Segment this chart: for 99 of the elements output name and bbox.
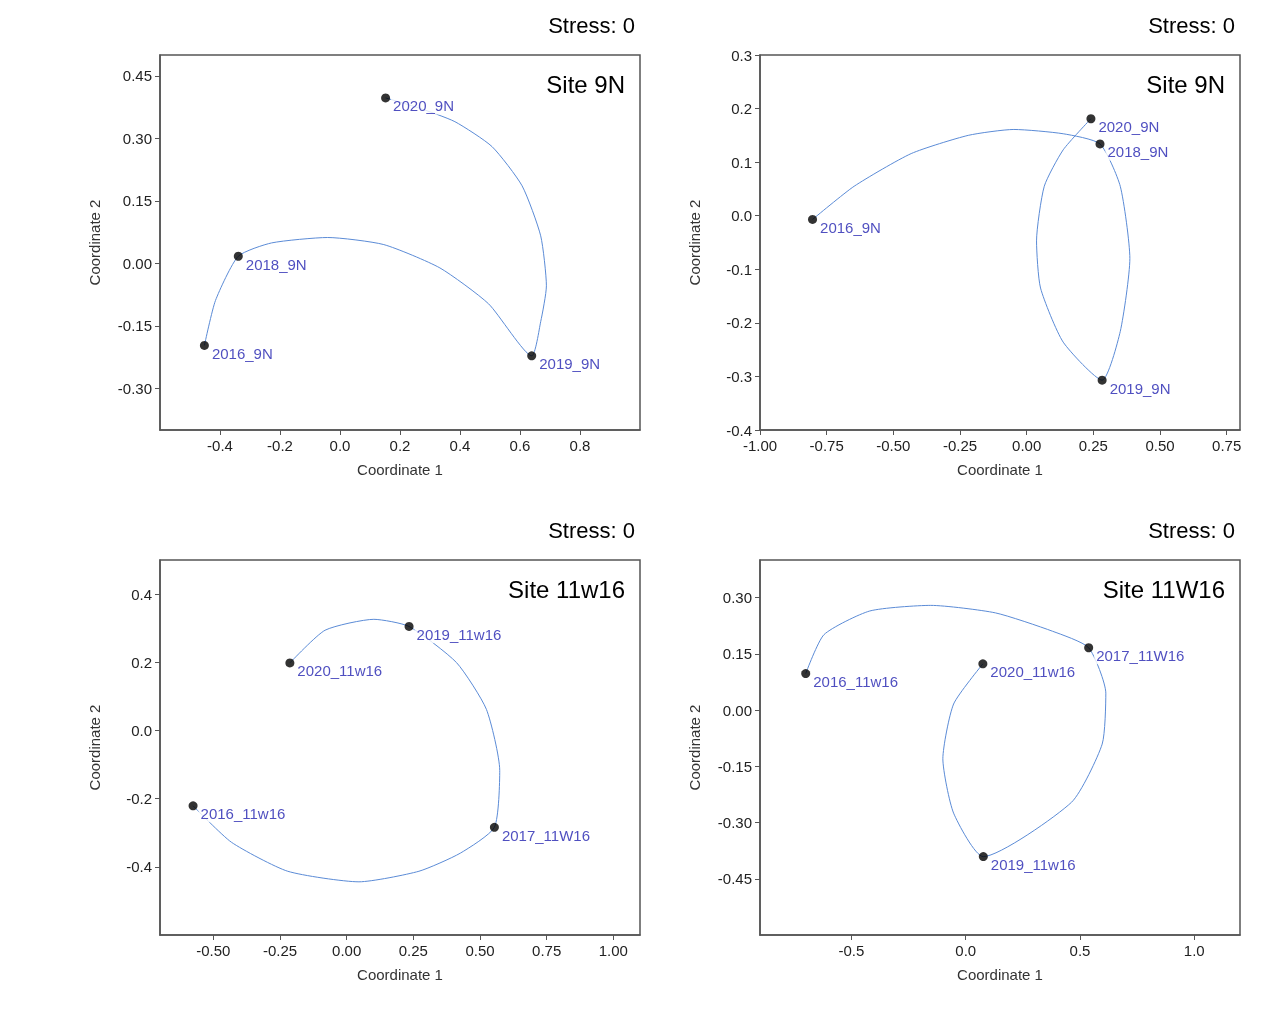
point xyxy=(381,93,391,103)
point xyxy=(1084,643,1094,653)
point xyxy=(978,852,988,862)
x-axis-title: Coordinate 1 xyxy=(957,461,1043,478)
y-tick-label: -0.3 xyxy=(726,367,752,385)
y-axis-title: Coordinate 2 xyxy=(86,199,103,286)
y-tick-label: 0.2 xyxy=(131,653,152,671)
y-tick-label: 0.1 xyxy=(731,153,752,171)
y-tick-label: 0.00 xyxy=(722,701,752,719)
data-label: 2018_9N xyxy=(1107,143,1169,161)
x-tick-label: -0.50 xyxy=(876,437,911,454)
y-tick-label: 0.3 xyxy=(731,46,752,64)
chart-title: Stress: 0 xyxy=(548,12,635,38)
x-tick-label: 0.25 xyxy=(1078,437,1108,454)
y-axis-title: Coordinate 2 xyxy=(686,199,703,286)
point xyxy=(489,822,499,832)
y-axis-title: Coordinate 2 xyxy=(86,704,103,791)
data-label: 2019_11w16 xyxy=(416,625,502,643)
y-tick-label: -0.1 xyxy=(726,260,752,278)
x-tick-label: 1.00 xyxy=(598,942,628,959)
text: Site 9N xyxy=(546,70,625,98)
point xyxy=(801,669,811,679)
y-tick-label: -0.15 xyxy=(717,757,752,775)
chart-title: Stress: 0 xyxy=(1148,517,1235,543)
x-tick-label: 0.6 xyxy=(509,437,531,454)
point xyxy=(233,251,243,261)
x-tick-label: 0.0 xyxy=(955,942,977,959)
y-tick-label: -0.15 xyxy=(117,317,152,335)
x-tick-label: -0.75 xyxy=(809,437,844,454)
x-tick-label: 1.0 xyxy=(1183,942,1205,959)
y-tick-label: 0.30 xyxy=(722,589,752,606)
y-tick-label: 0.0 xyxy=(731,207,752,225)
y-tick-label: 0.0 xyxy=(131,721,152,739)
data-label: 2016_9N xyxy=(211,344,273,362)
data-label: 2019_11w16 xyxy=(990,856,1076,874)
data-label: 2017_11W16 xyxy=(501,826,591,844)
point xyxy=(527,351,537,361)
x-tick-label: 0.2 xyxy=(389,437,411,454)
x-tick-label: 0.25 xyxy=(398,942,428,959)
x-axis-title: Coordinate 1 xyxy=(357,966,443,983)
x-tick-label: 0.50 xyxy=(1145,437,1175,454)
data-label: 2016_11w16 xyxy=(813,673,899,691)
point xyxy=(808,214,818,224)
data-label: 2020_9N xyxy=(393,97,454,115)
x-tick-label: 0.4 xyxy=(449,437,471,454)
x-tick-label: 0.00 xyxy=(1012,437,1042,454)
x-tick-label: -0.25 xyxy=(262,942,298,959)
x-tick-label: 0.75 xyxy=(1212,437,1242,454)
data-label: 2018_9N xyxy=(245,255,307,273)
data-label: 2019_9N xyxy=(539,355,601,373)
x-tick-label: 0.50 xyxy=(465,942,495,959)
x-tick-label: -0.5 xyxy=(838,942,865,959)
y-tick-label: 0.30 xyxy=(122,129,152,147)
x-tick-label: 0.0 xyxy=(329,437,351,454)
point xyxy=(199,340,209,350)
point xyxy=(1097,375,1107,385)
y-tick-label: -0.45 xyxy=(717,870,752,888)
x-tick-label: -0.25 xyxy=(942,437,978,454)
y-tick-label: -0.4 xyxy=(726,421,752,439)
point xyxy=(1095,139,1105,149)
text: Site 11w16 xyxy=(508,575,625,603)
x-tick-label: -0.50 xyxy=(196,942,231,959)
data-label: 2020_9N xyxy=(1098,118,1160,136)
data-label: 2019_9N xyxy=(1109,379,1171,397)
data-label: 2016_11w16 xyxy=(200,805,286,823)
y-tick-label: -0.30 xyxy=(717,814,752,831)
x-tick-label: -0.2 xyxy=(267,437,293,454)
x-tick-label: 0.8 xyxy=(569,437,591,454)
point xyxy=(978,659,988,669)
point xyxy=(188,801,198,811)
x-tick-label: 0.5 xyxy=(1069,942,1091,959)
text: Site 11W16 xyxy=(1102,575,1226,603)
x-axis-title: Coordinate 1 xyxy=(357,461,443,478)
y-tick-label: 0.15 xyxy=(122,192,152,210)
y-tick-label: 0.15 xyxy=(722,645,752,663)
y-tick-label: 0.45 xyxy=(122,67,152,85)
data-label: 2017_11W16 xyxy=(1096,647,1185,665)
y-tick-label: -0.2 xyxy=(726,314,752,332)
text: Site 9N xyxy=(1146,70,1225,98)
y-tick-label: 0.00 xyxy=(122,254,152,272)
y-tick-label: -0.2 xyxy=(126,790,152,808)
y-tick-label: -0.30 xyxy=(117,379,152,397)
data-label: 2020_11w16 xyxy=(990,663,1076,681)
point xyxy=(285,658,295,668)
x-tick-label: 0.00 xyxy=(332,942,362,959)
data-label: 2020_11w16 xyxy=(297,662,383,680)
y-tick-label: 0.4 xyxy=(131,585,152,603)
data-label: 2016_9N xyxy=(820,218,881,236)
y-tick-label: -0.4 xyxy=(126,858,152,876)
y-tick-label: 0.2 xyxy=(731,100,752,118)
chart-title: Stress: 0 xyxy=(1148,12,1235,38)
x-tick-label: 0.75 xyxy=(532,942,562,959)
point xyxy=(1086,114,1096,124)
x-tick-label: -0.4 xyxy=(207,437,233,454)
y-axis-title: Coordinate 2 xyxy=(686,704,703,791)
x-axis-title: Coordinate 1 xyxy=(957,966,1043,983)
x-tick-label: -1.00 xyxy=(742,437,778,454)
point xyxy=(404,621,414,631)
chart-title: Stress: 0 xyxy=(548,517,635,543)
